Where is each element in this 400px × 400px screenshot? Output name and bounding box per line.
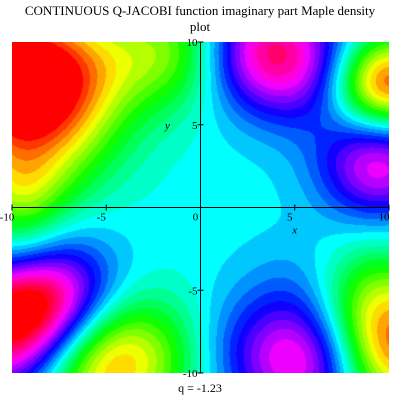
x-tick-label: -5 [97,212,107,224]
y-axis-label: y [164,120,170,132]
x-axis-label: x [291,225,297,237]
chart-title: CONTINUOUS Q-JACOBI function imaginary p… [0,3,400,35]
parameter-caption: q = -1.23 [178,381,222,395]
chart-title-line-2: plot [189,19,211,34]
chart-title-line-1: CONTINUOUS Q-JACOBI function imaginary p… [24,3,376,18]
y-tick-label: -10 [183,368,198,380]
x-axis-ticks: -10 -5 0 5 10 [0,204,391,224]
x-tick-label: 0 [193,212,199,224]
y-tick-label: 10 [187,37,199,49]
y-tick-label: -5 [188,285,198,297]
x-tick-label: 5 [287,212,293,224]
x-tick-label: 10 [379,212,391,224]
x-tick-label: -10 [0,212,15,224]
y-axis-ticks: -10 -5 5 10 [183,37,204,380]
y-tick-label: 5 [192,120,198,132]
